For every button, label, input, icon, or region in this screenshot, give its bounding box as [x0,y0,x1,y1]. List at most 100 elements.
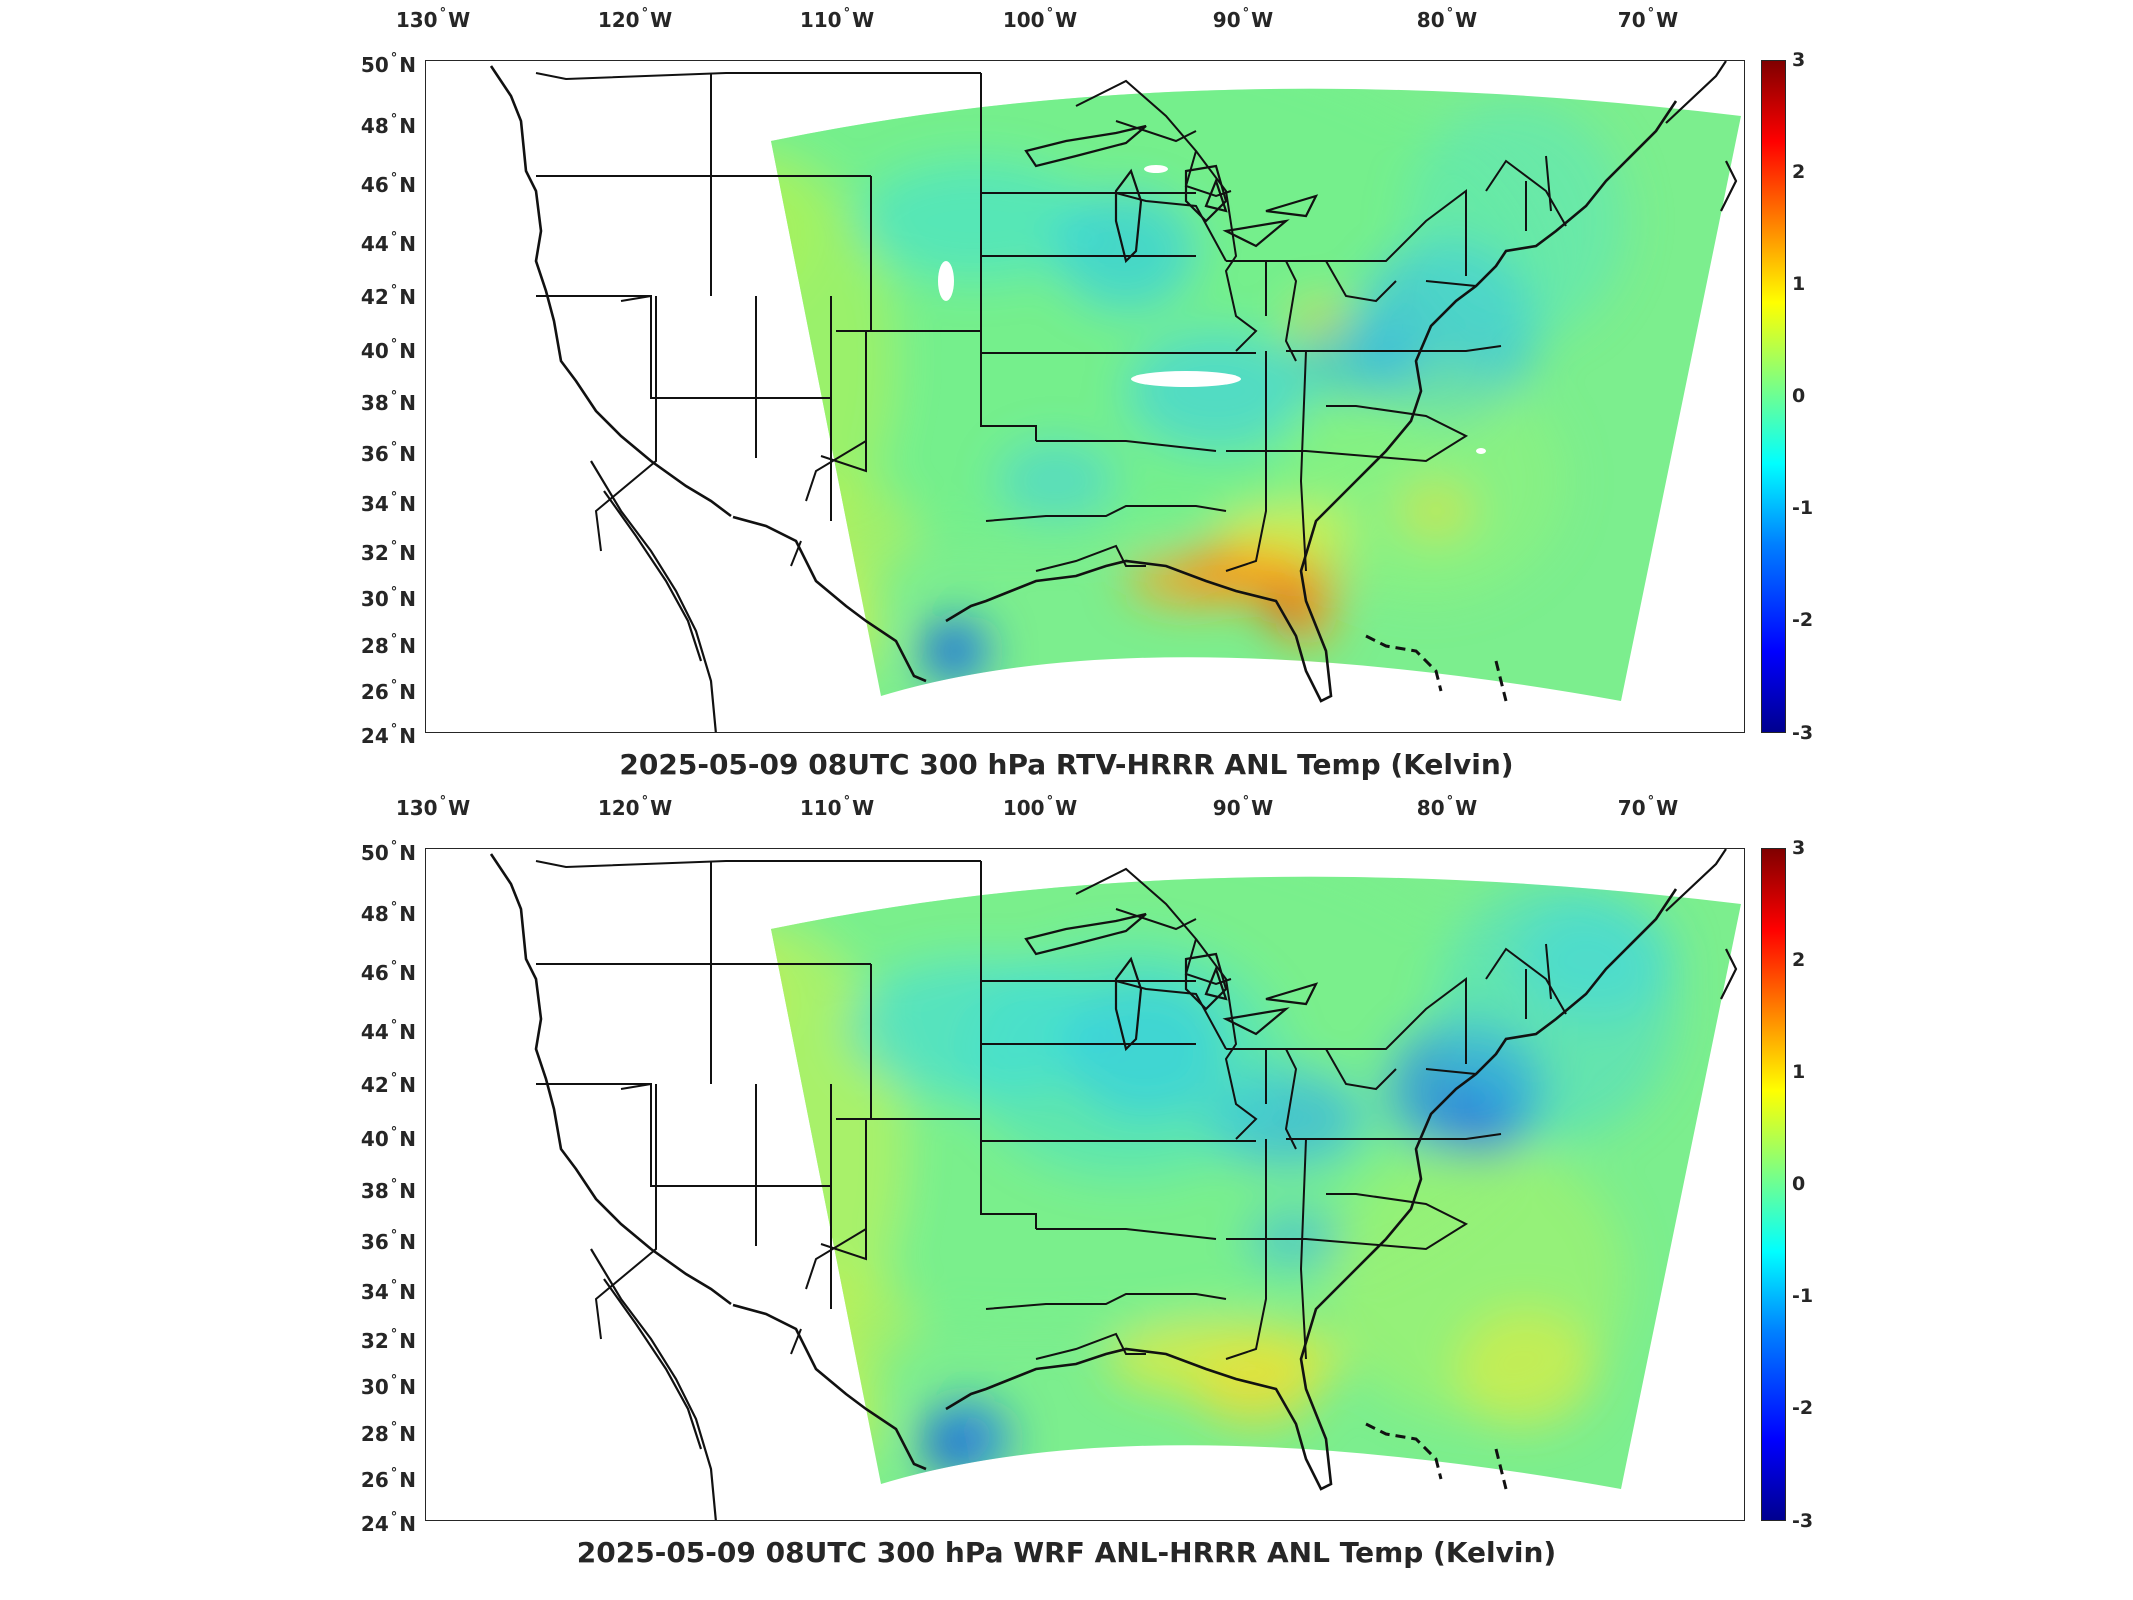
colorbar-tick-label: 0 [1792,1173,1806,1195]
map-canvas [489,849,1741,1520]
field-anomaly [996,441,1116,521]
colorbar-tick-label: -1 [1792,1285,1814,1307]
lake-outline [1024,912,1147,956]
state-boundary [980,861,1196,1119]
colorbar-tick-label: 3 [1792,49,1806,71]
state-boundary [1225,350,1307,572]
lat-label: 40 ° N [360,1125,416,1151]
colorbar-tick-label: -1 [1792,497,1814,519]
lake-outline [1024,124,1147,168]
state-boundary [1425,1068,1477,1075]
state-boundary [1485,155,1567,231]
lat-label: 50 ° N [360,51,416,77]
field-anomaly [776,481,916,581]
missing-data-patch [1476,448,1486,454]
state-boundary [536,73,871,177]
lat-label: 44 ° N [360,1018,416,1044]
missing-data-patch [1144,165,1168,173]
lat-label: 24 ° N [360,722,416,748]
lat-label: 38 ° N [360,389,416,415]
lon-label: 90 ° W [1212,6,1274,32]
lon-label: 90 ° W [1212,794,1274,820]
colorbar-tick-label: 1 [1792,273,1806,295]
lat-label: 48 ° N [360,900,416,926]
colorbar-tick-label: 2 [1792,949,1806,971]
state-boundary [1265,1048,1397,1104]
lake-outline [1222,1007,1290,1036]
lat-label: 48 ° N [360,112,416,138]
colorbar-tick-label: -2 [1792,609,1814,631]
state-boundary [536,295,831,399]
lake-outline [1204,965,1228,1001]
lake-outline [1265,194,1319,218]
lake-outline [1114,168,1143,264]
field-anomaly [1196,1349,1316,1429]
field-anomaly [1296,321,1416,401]
lat-label: 44 ° N [360,230,416,256]
state-boundary [536,861,871,965]
field-anomaly [1516,899,1676,1019]
lat-label: 36 ° N [360,1228,416,1254]
lon-label: 120 ° W [597,794,673,820]
baja-coastline [590,460,717,732]
lon-label: 70 ° W [1617,6,1679,32]
state-boundary [1226,405,1469,463]
lake-outline [1204,177,1228,213]
lon-label: 80 ° W [1416,6,1478,32]
coastline [489,65,1678,703]
state-boundary [790,540,802,567]
lon-label: 100 ° W [1002,794,1078,820]
lon-label: 110 ° W [799,6,875,32]
state-boundary [535,860,981,869]
lat-label: 32 ° N [360,539,416,565]
state-boundary [980,73,1196,331]
lon-label: 130 ° W [395,6,471,32]
field-anomaly [771,929,776,1069]
state-boundary [985,505,1227,522]
colorbar-tick-label: 3 [1792,837,1806,859]
lat-label: 40 ° N [360,337,416,363]
field-anomaly [776,1269,916,1369]
lon-label: 130 ° W [395,794,471,820]
state-boundary [1075,79,1232,198]
colorbar [1761,848,1786,1521]
lake-outline [1265,982,1319,1006]
lat-label: 30 ° N [360,1373,416,1399]
lat-label: 36 ° N [360,440,416,466]
lat-label: 26 ° N [360,1466,416,1492]
state-boundary [1425,280,1477,287]
field-anomaly [1126,331,1306,451]
lake-outline [1184,164,1228,223]
lake-outline [1184,952,1228,1011]
field-anomaly [1264,590,1308,622]
caribbean-islands [1365,1422,1508,1490]
state-boundary [1115,192,1227,262]
lat-label: 34 ° N [360,490,416,516]
canada-coastline [1665,849,1738,1000]
state-boundary [981,1213,1217,1240]
colorbar-tick-label: 0 [1792,385,1806,407]
lon-label: 100 ° W [1002,6,1078,32]
lake-outline [1114,956,1143,1052]
field-anomaly [1226,556,1346,606]
field-anomaly [1056,191,1196,311]
lat-label: 32 ° N [360,1327,416,1353]
colorbar-tick-label: -3 [1792,722,1814,744]
state-boundary [1286,189,1467,276]
state-boundary [620,295,652,302]
lon-label: 120 ° W [597,6,673,32]
lat-label: 26 ° N [360,678,416,704]
state-boundary [594,1084,657,1340]
lat-label: 46 ° N [360,959,416,985]
lat-label: 46 ° N [360,171,416,197]
colorbar-tick-label: -3 [1792,1510,1814,1532]
field-anomaly [966,939,1286,1179]
state-boundary [981,425,1217,452]
colorbar [1761,60,1786,733]
state-boundary [535,72,981,81]
panel-title: 2025-05-09 08UTC 300 hPa RTV-HRRR ANL Te… [619,748,1514,781]
lat-label: 42 ° N [360,283,416,309]
state-boundary [536,1083,831,1187]
state-boundary [1195,150,1258,352]
state-boundary [1035,1332,1146,1360]
